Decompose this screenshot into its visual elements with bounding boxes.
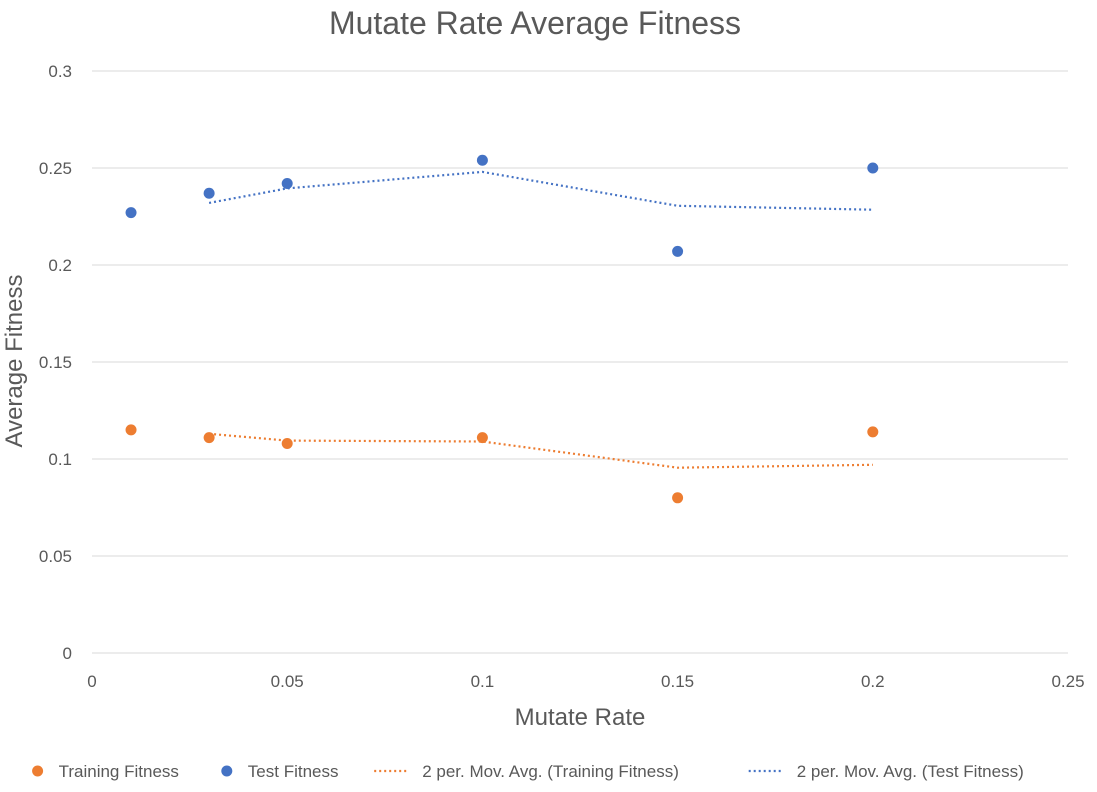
y-tick-label: 0.2 — [48, 256, 72, 275]
legend: Training Fitness Test Fitness 2 per. Mov. … — [32, 762, 1024, 781]
data-point — [476, 154, 488, 166]
y-tick-label: 0.05 — [39, 547, 72, 566]
x-axis-title: Mutate Rate — [515, 704, 646, 731]
data-point — [125, 424, 137, 436]
data-point — [125, 207, 137, 219]
data-point — [867, 162, 879, 174]
x-tick-label: 0.15 — [661, 672, 694, 691]
trendline-series-2 — [209, 432, 873, 469]
legend-label: 2 per. Mov. Avg. (Training Fitness) — [422, 762, 679, 781]
y-tick-label: 0.1 — [48, 450, 72, 469]
legend-item: Test Fitness — [221, 762, 339, 781]
legend-item: 2 per. Mov. Avg. (Training Fitness) — [374, 762, 679, 781]
data-point — [672, 245, 684, 257]
chart-title: Mutate Rate Average Fitness — [329, 5, 741, 41]
x-tick-label: 0.2 — [861, 672, 885, 691]
data-point — [281, 437, 293, 449]
legend-dot-marker — [221, 765, 233, 777]
legend-label: 2 per. Mov. Avg. (Test Fitness) — [797, 762, 1024, 781]
data-point — [476, 432, 488, 444]
x-tick-label: 0.05 — [271, 672, 304, 691]
legend-item: Training Fitness — [32, 762, 179, 781]
y-axis-title: Average Fitness — [1, 275, 28, 448]
legend-label: Training Fitness — [59, 762, 179, 781]
gridlines — [92, 70, 1068, 654]
y-tick-label: 0 — [63, 644, 72, 663]
data-point — [867, 426, 879, 438]
data-point — [281, 178, 293, 190]
trendline-series-3 — [208, 170, 873, 211]
y-tick-label: 0.3 — [48, 62, 72, 81]
legend-item: 2 per. Mov. Avg. (Test Fitness) — [748, 762, 1024, 781]
data-point — [672, 492, 684, 504]
data-points — [125, 154, 879, 504]
legend-label: Test Fitness — [248, 762, 339, 781]
y-tick-label: 0.25 — [39, 159, 72, 178]
x-tick-label: 0.25 — [1051, 672, 1084, 691]
legend-dot-marker — [32, 765, 44, 777]
trendlines — [208, 170, 873, 469]
x-tick-label: 0 — [87, 672, 96, 691]
y-tick-label: 0.15 — [39, 353, 72, 372]
data-point — [203, 187, 215, 199]
data-point — [203, 432, 215, 444]
x-tick-label: 0.1 — [471, 672, 495, 691]
x-axis-tick-labels: 0 0.05 0.1 0.15 0.2 0.25 — [87, 672, 1084, 691]
y-axis-tick-labels: 0 0.05 0.1 0.15 0.2 0.25 0.3 — [39, 62, 72, 663]
